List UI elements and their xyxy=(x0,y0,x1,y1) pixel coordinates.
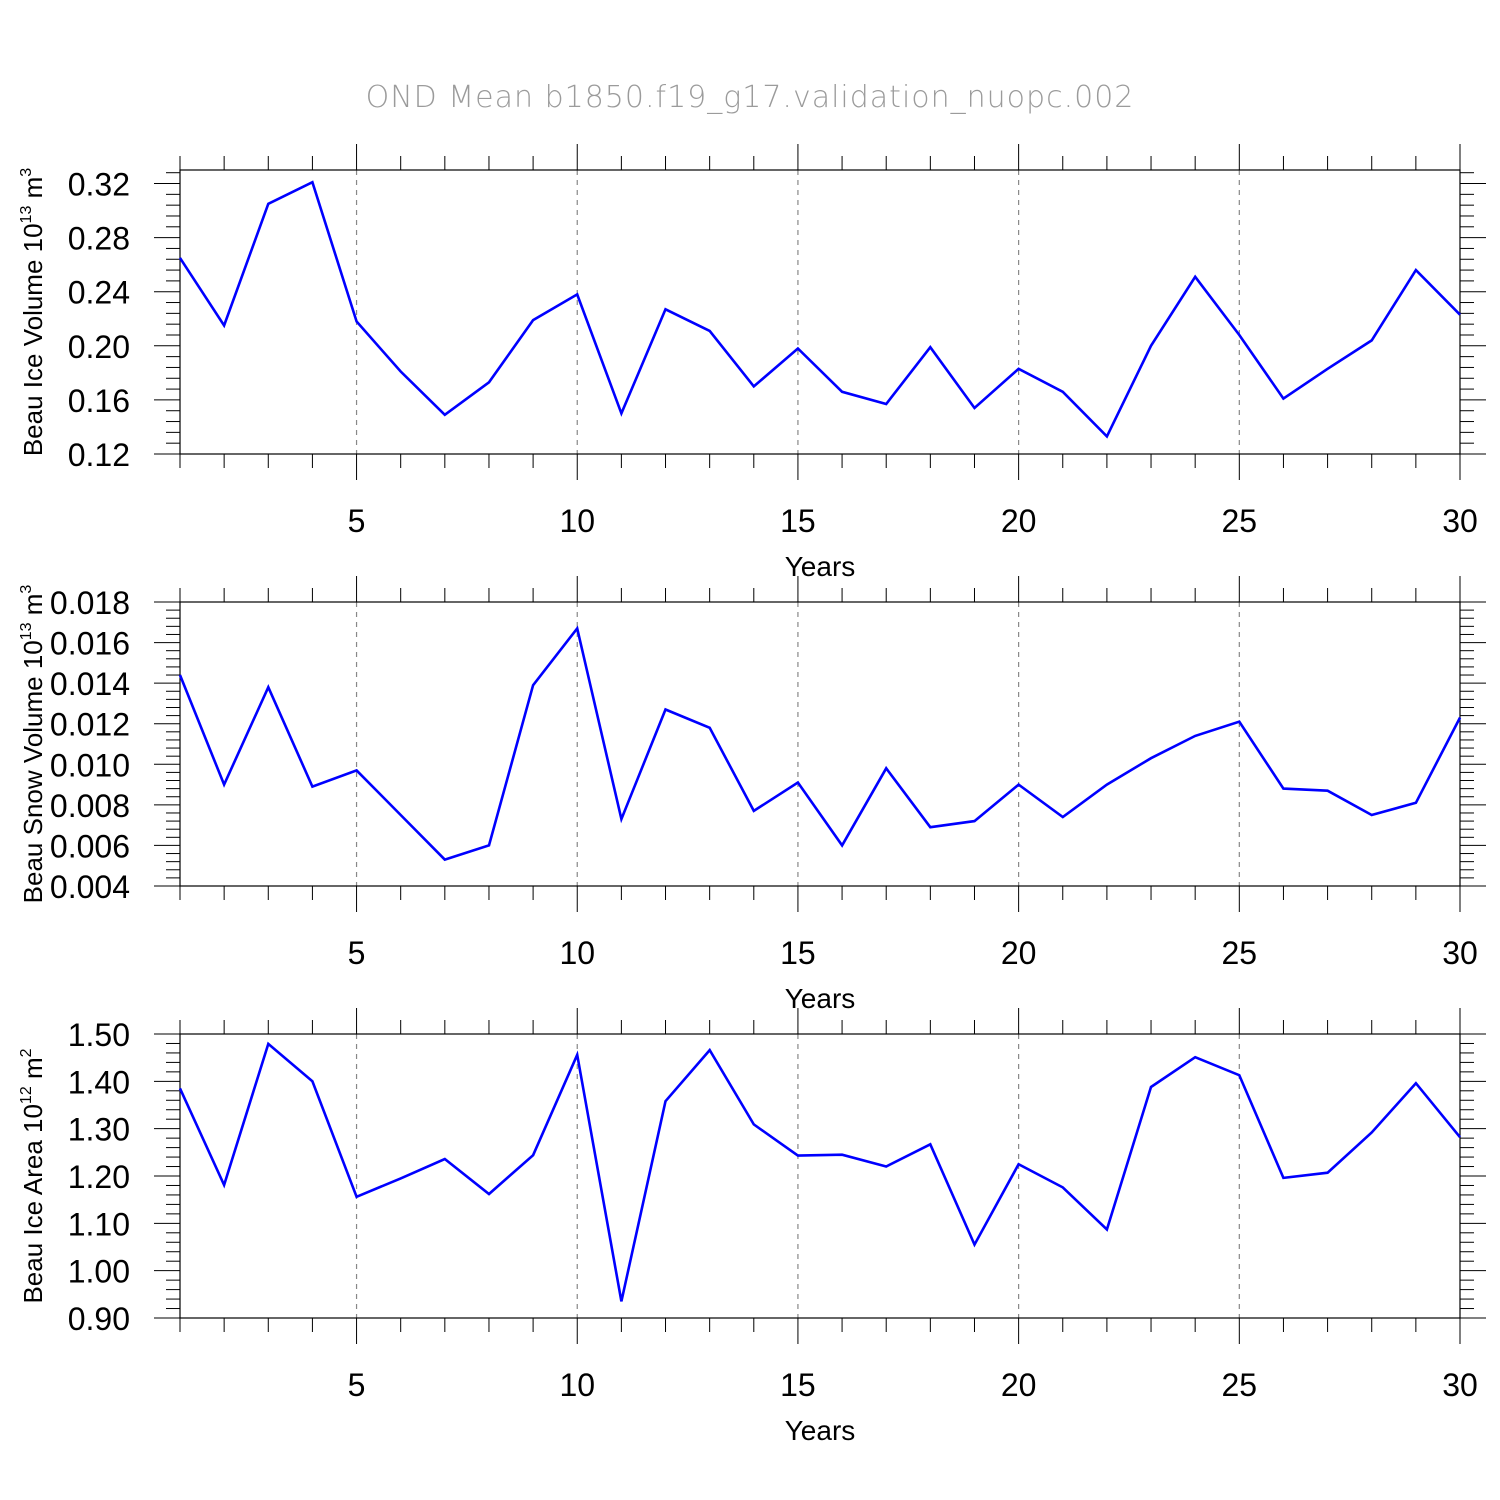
y-axis-label-text: Beau Ice Volume 10 xyxy=(18,223,48,456)
x-tick-label: 15 xyxy=(780,503,816,539)
x-tick-label: 25 xyxy=(1222,1367,1258,1403)
x-tick-label: 10 xyxy=(559,503,595,539)
x-tick-label: 20 xyxy=(1001,503,1037,539)
x-tick-label: 5 xyxy=(348,503,366,539)
chart-title: OND Mean b1850.f19_g17.validation_nuopc.… xyxy=(366,80,1135,115)
y-tick-label: 0.16 xyxy=(68,383,130,419)
y-tick-label: 0.008 xyxy=(50,788,130,824)
y-tick-label: 0.12 xyxy=(68,437,130,473)
x-tick-label: 25 xyxy=(1222,503,1258,539)
x-tick-label: 25 xyxy=(1222,935,1258,971)
series-line xyxy=(178,1041,1462,1302)
y-tick-label: 1.40 xyxy=(68,1064,130,1100)
y-axis-label: Beau Snow Volume 1013 m3 xyxy=(18,585,48,904)
x-tick-label: 15 xyxy=(780,1367,816,1403)
y-tick-label: 1.30 xyxy=(68,1112,130,1148)
x-tick-label: 30 xyxy=(1442,935,1478,971)
series-line xyxy=(178,625,1462,862)
x-tick-label: 30 xyxy=(1442,503,1478,539)
y-axis-label-superscript: 12 xyxy=(18,1086,35,1104)
x-axis-label: Years xyxy=(785,983,856,1014)
y-tick-label: 0.90 xyxy=(68,1301,130,1337)
y-axis-label-text: Beau Snow Volume 10 xyxy=(18,640,48,903)
y-axis-label-text: Beau Ice Area 10 xyxy=(18,1104,48,1303)
y-axis-label-superscript: 3 xyxy=(18,585,35,594)
x-tick-label: 10 xyxy=(559,1367,595,1403)
x-axis-label: Years xyxy=(785,551,856,582)
y-tick-label: 0.014 xyxy=(50,666,130,702)
y-tick-label: 0.28 xyxy=(68,221,130,257)
y-axis-label: Beau Ice Area 1012 m2 xyxy=(18,1048,48,1303)
panel-2: 5 10 15 20 25 30 0.004 0.006 0.008 0.010 0.012 0.01… xyxy=(18,576,1486,1014)
panel-3: 5 10 15 20 25 30 0.90 1.00 1.10 1.20 1.30 1.40 1.50 Y… xyxy=(18,1008,1486,1446)
y-tick-label: 1.20 xyxy=(68,1159,130,1195)
y-tick-label: 0.012 xyxy=(50,707,130,743)
y-tick-label: 0.016 xyxy=(50,626,130,662)
x-axis-label: Years xyxy=(785,1415,856,1446)
x-tick-label: 5 xyxy=(348,935,366,971)
y-axis-label-text: m xyxy=(18,594,48,623)
x-tick-label: 15 xyxy=(780,935,816,971)
panels: 5 10 15 20 25 300.120.160.200.240.280.32Years… xyxy=(18,144,1486,1446)
y-tick-label: 0.24 xyxy=(68,275,130,311)
y-tick-label: 0.004 xyxy=(50,869,130,905)
x-tick-label: 20 xyxy=(1001,935,1037,971)
y-axis-label-superscript: 13 xyxy=(18,206,35,224)
x-tick-label: 30 xyxy=(1442,1367,1478,1403)
y-tick-label: 1.50 xyxy=(68,1017,130,1053)
y-axis-label-superscript: 2 xyxy=(18,1048,35,1057)
plot-frame xyxy=(179,601,1461,887)
y-tick-label: 0.006 xyxy=(50,828,130,864)
y-tick-label: 1.00 xyxy=(68,1254,130,1290)
y-tick-label: 0.20 xyxy=(68,329,130,365)
y-axis-label: Beau Ice Volume 1013 m3 xyxy=(18,168,48,456)
series-line xyxy=(178,180,1461,439)
plot-frame xyxy=(179,1033,1461,1319)
y-axis-label-superscript: 3 xyxy=(18,168,35,177)
x-tick-label: 20 xyxy=(1001,1367,1037,1403)
x-tick-label: 5 xyxy=(348,1367,366,1403)
y-tick-label: 1.10 xyxy=(68,1206,130,1242)
y-tick-label: 0.010 xyxy=(50,747,130,783)
y-axis-label-superscript: 13 xyxy=(18,622,35,640)
panel-1: 5 10 15 20 25 30 0.12 0.16 0.20 0.24 0.28 0.32 Years… xyxy=(18,144,1486,582)
plot-frame xyxy=(179,169,1461,455)
y-tick-label: 0.018 xyxy=(50,585,130,621)
y-axis-label-text: m xyxy=(18,1057,48,1086)
y-axis-label-text: m xyxy=(18,177,48,206)
y-tick-label: 0.32 xyxy=(68,167,130,203)
x-tick-label: 10 xyxy=(559,935,595,971)
